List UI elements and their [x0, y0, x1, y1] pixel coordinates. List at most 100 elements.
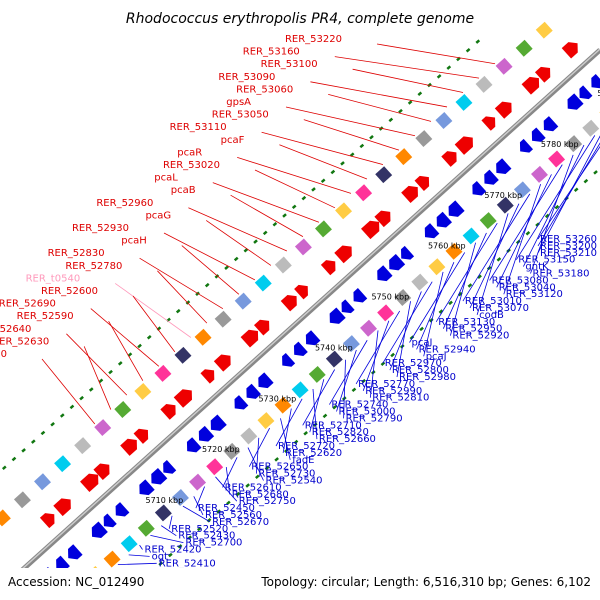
reverse-gene-shape	[329, 307, 346, 324]
forward-gene	[334, 245, 352, 264]
lower-cog-box-shape	[513, 181, 531, 199]
bottom-gene-label: RER_52990	[365, 386, 422, 397]
bottom-gene-label: RER_53210	[540, 248, 597, 259]
reverse-gene	[436, 211, 453, 228]
forward-gene	[401, 185, 418, 204]
bottom-gene-label: RER_52430	[178, 531, 235, 542]
bottom-gene-label: RER_53260	[540, 234, 597, 245]
lower-cog-box-shape	[360, 319, 378, 337]
top-leader-line	[163, 232, 256, 281]
forward-gene	[253, 319, 270, 336]
top-leader-line	[66, 333, 128, 396]
upper-cog-box	[234, 292, 252, 310]
forward-gene-shape	[280, 294, 297, 312]
top-gene-label: RER_52550	[0, 349, 7, 360]
bottom-gene-label: RER_52620	[285, 448, 342, 459]
bottom-gene-label: RER_53180	[533, 269, 590, 280]
top-leader-line	[188, 207, 288, 252]
upper-tick-mark	[11, 456, 17, 462]
bottom-gene-label: RER_52610	[225, 482, 282, 493]
lower-cog-box	[445, 242, 463, 260]
bottom-leader-line	[336, 349, 357, 412]
reverse-gene	[424, 223, 440, 239]
forward-gene-shape	[361, 220, 380, 240]
forward-gene	[240, 329, 259, 348]
bottom-gene-label: RER_52520	[171, 524, 228, 535]
kbp-label: 5790 kbp	[597, 89, 600, 98]
kbp-label: 5760 kbp	[428, 242, 466, 251]
upper-cog-box-shape	[214, 310, 232, 328]
upper-tick-mark	[436, 74, 442, 79]
top-gene-label: RER_53220	[285, 34, 342, 45]
bottom-gene-label: RER_52450	[198, 503, 255, 514]
upper-cog-box	[455, 93, 473, 111]
top-gene-label: RER_53050	[212, 110, 269, 121]
lower-cog-box	[411, 273, 429, 291]
upper-tick-mark	[340, 161, 345, 166]
lower-cog-box	[462, 227, 480, 245]
forward-gene	[160, 404, 176, 420]
lower-cog-box-shape	[411, 273, 429, 291]
bottom-gene-label: RER_52710	[305, 420, 362, 431]
reverse-gene-shape	[139, 479, 155, 496]
reverse-gene	[401, 245, 415, 260]
lower-cog-box	[240, 427, 258, 445]
lower-tick-mark	[554, 204, 560, 210]
lower-tick-mark	[535, 222, 540, 227]
reverse-gene-shape	[484, 169, 499, 185]
bottom-leader-line	[312, 388, 318, 440]
reverse-gene	[198, 425, 215, 442]
upper-cog-box	[34, 473, 51, 491]
lower-tick-mark	[303, 431, 308, 436]
upper-tick-mark	[137, 343, 142, 349]
reverse-gene-shape	[258, 372, 274, 389]
bottom-leader-line	[462, 193, 531, 302]
top-gene-label: RER_52830	[48, 248, 105, 259]
top-gene-label: RER_52630	[0, 336, 49, 347]
top-gene-label: pcaR	[177, 147, 202, 158]
forward-gene-shape	[253, 319, 270, 336]
lower-tick-mark	[390, 352, 395, 358]
forward-gene	[561, 42, 578, 59]
reverse-gene	[567, 93, 584, 110]
bottom-gene-label: RER_53150	[518, 255, 575, 266]
bottom-gene-label: RER_52750	[239, 496, 296, 507]
reverse-gene	[234, 395, 249, 410]
upper-cog-box-shape	[415, 130, 433, 148]
reverse-gene	[591, 73, 600, 89]
bottom-leader-line	[450, 242, 476, 336]
upper-tick-mark	[98, 378, 104, 383]
upper-cog-box-shape	[495, 57, 513, 75]
upper-cog-box	[174, 346, 192, 364]
bottom-gene-label: codB	[479, 310, 504, 321]
forward-gene-shape	[334, 245, 352, 264]
bottom-gene-label: RER_52810	[372, 393, 429, 404]
lower-cog-box-shape	[342, 335, 360, 353]
lower-cog-box-shape	[582, 119, 600, 137]
lower-cog-box-shape	[428, 258, 446, 276]
upper-tick-mark	[359, 143, 365, 149]
label-leader-lines	[41, 43, 600, 566]
lower-cog-box	[394, 289, 412, 306]
upper-tick-mark	[446, 65, 452, 70]
lower-cog-box-shape	[189, 473, 207, 491]
lower-tick-mark	[544, 213, 550, 219]
bottom-leader-line	[256, 437, 260, 474]
upper-cog-box	[315, 220, 332, 238]
bottom-leader-line	[161, 525, 177, 537]
reverse-gene	[258, 372, 274, 389]
top-gene-label: RER_53060	[236, 84, 293, 95]
lower-tick-mark	[593, 170, 598, 175]
upper-cog-box	[294, 238, 312, 256]
upper-cog-box	[54, 455, 72, 473]
forward-gene	[39, 513, 55, 529]
reverse-gene	[543, 116, 559, 132]
bottom-leader-line	[280, 418, 291, 460]
lower-cog-box-shape	[274, 396, 292, 414]
bottom-gene-label: RER_52720	[278, 441, 335, 452]
top-leader-line	[328, 94, 432, 122]
upper-cog-box-shape	[355, 184, 373, 202]
upper-cog-box-shape	[395, 148, 413, 166]
reverse-gene-shape	[293, 341, 308, 356]
